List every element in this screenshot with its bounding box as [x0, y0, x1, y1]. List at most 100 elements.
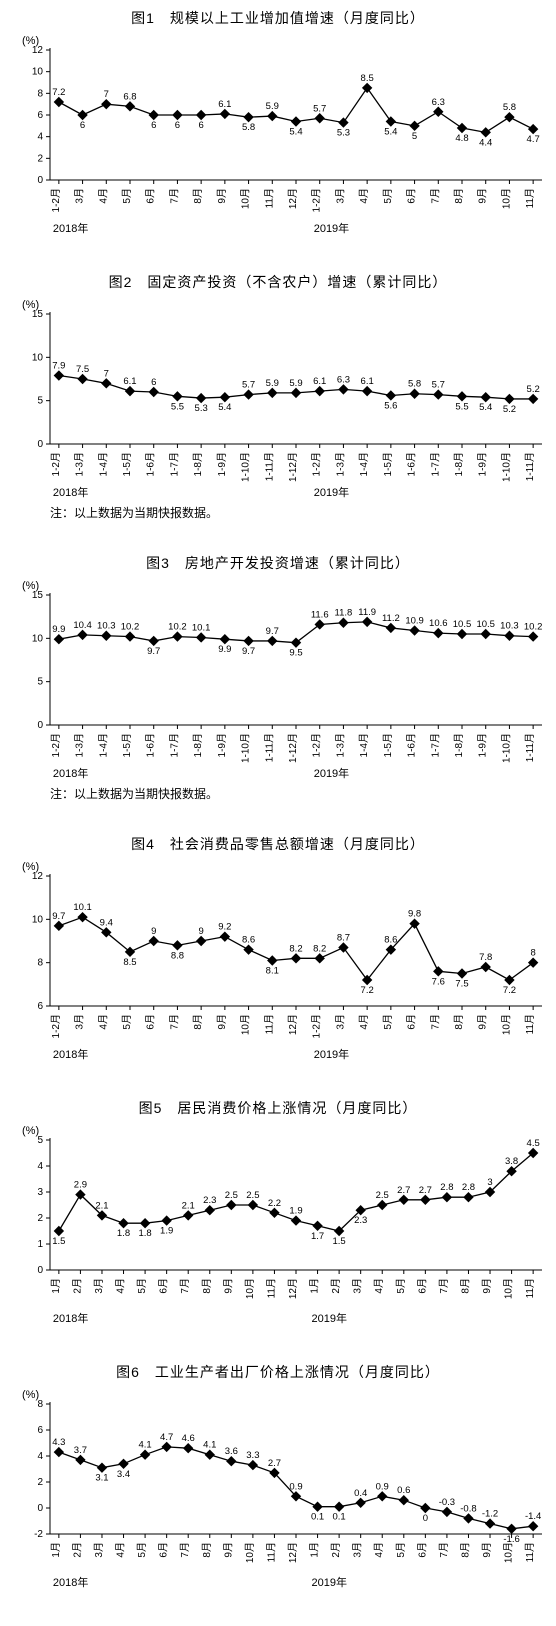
fig5-marker: [442, 1193, 451, 1202]
charts-container: 图1 规模以上工业增加值增速（月度同比）(%)0246810121-2月3月4月…: [4, 4, 552, 1594]
fig3-xticklabel: 1-10月: [240, 733, 252, 763]
fig6-yticklabel: 2: [37, 1477, 43, 1488]
fig1-value-label: 5.8: [242, 122, 255, 133]
fig5-xticklabel: 12月: [287, 1278, 299, 1299]
fig5-yticklabel: 5: [37, 1135, 43, 1146]
fig2-marker: [505, 394, 514, 403]
fig3-title: 图3 房地产开发投资增速（累计同比）: [4, 549, 552, 575]
fig6-value-label: -0.3: [439, 1497, 455, 1508]
fig5-xticklabel: 7月: [438, 1278, 450, 1294]
fig3-value-label: 10.6: [429, 618, 448, 629]
fig3-yticklabel: 0: [37, 720, 43, 731]
fig1-xticklabel: 4月: [358, 188, 370, 204]
fig6-value-label: 4.6: [182, 1433, 195, 1444]
fig2-yticklabel: 0: [37, 439, 43, 450]
fig5-marker: [162, 1216, 171, 1225]
fig1-marker: [505, 113, 514, 122]
fig2-xticklabel: 1-5月: [382, 452, 394, 476]
fig2-xticklabel: 1-3月: [74, 452, 86, 476]
fig1-marker: [78, 111, 87, 120]
fig2-value-label: 5.7: [242, 380, 255, 391]
fig6-xticklabel: 7月: [179, 1542, 191, 1558]
fig3-xticklabel: 1-3月: [74, 733, 86, 757]
fig3-marker: [363, 617, 372, 626]
fig2-value-label: 5.2: [503, 404, 516, 415]
fig6-value-label: 0.1: [333, 1512, 346, 1523]
fig4-marker: [220, 932, 229, 941]
fig2-value-label: 5.8: [408, 379, 421, 390]
fig1-xticklabel: 12月: [287, 188, 299, 209]
fig2-marker: [410, 389, 419, 398]
fig5-value-label: 2.1: [182, 1200, 195, 1211]
fig2-marker: [102, 379, 111, 388]
fig6-value-label: 2.7: [268, 1458, 281, 1469]
fig5-block: 图5 居民消费价格上涨情况（月度同比）(%)0123451月2月3月4月5月6月…: [4, 1094, 552, 1330]
fig6-marker: [442, 1507, 451, 1516]
fig4-marker: [481, 963, 490, 972]
fig6-marker: [335, 1502, 344, 1511]
fig4-yearlabel: 2019年: [314, 1047, 349, 1061]
fig1-xticklabel: 7月: [429, 188, 441, 204]
fig6-xticklabel: 8月: [201, 1542, 213, 1558]
fig5-xticklabel: 8月: [201, 1278, 213, 1294]
fig6-marker: [399, 1496, 408, 1505]
fig2-xticklabel: 1-4月: [97, 452, 109, 476]
fig6-xticklabel: 11月: [265, 1542, 277, 1562]
fig6-value-label: 0.6: [397, 1485, 410, 1496]
fig2-svg: (%)0510151-2月1-3月1-4月1-5月1-6月1-7月1-8月1-9…: [4, 294, 552, 504]
fig2-marker: [197, 394, 206, 403]
fig1-xticklabel: 3月: [334, 188, 346, 204]
fig4-value-label: 9.2: [218, 922, 231, 933]
fig1-value-label: 4.8: [455, 133, 468, 144]
fig4-xticklabel: 1-2月: [311, 1014, 323, 1038]
fig4-marker: [339, 943, 348, 952]
fig3-marker: [268, 636, 277, 645]
fig6-xticklabel: 3月: [93, 1542, 105, 1558]
fig4-value-label: 7.6: [432, 976, 445, 987]
fig3-xticklabel: 1-3月: [334, 733, 346, 757]
fig3-value-label: 10.3: [500, 621, 519, 632]
fig6-xticklabel: 5月: [136, 1542, 148, 1558]
fig3-marker: [386, 623, 395, 632]
fig6-yearlabel: 2019年: [312, 1575, 347, 1589]
fig5-yticklabel: 2: [37, 1213, 43, 1224]
fig5-value-label: 2.7: [419, 1185, 432, 1196]
fig4-value-label: 9.8: [408, 909, 421, 920]
fig1-marker: [220, 109, 229, 118]
fig1-xticklabel: 10月: [500, 188, 512, 209]
fig2-marker: [78, 375, 87, 384]
fig4-marker: [315, 954, 324, 963]
fig3-marker: [410, 626, 419, 635]
fig5-value-label: 3: [487, 1177, 492, 1188]
fig4-value-label: 8.2: [289, 943, 302, 954]
fig5-marker: [248, 1201, 257, 1210]
fig5-value-label: 4.5: [527, 1138, 540, 1149]
fig5-value-label: 1.7: [311, 1231, 324, 1242]
fig1-value-label: 5: [412, 131, 417, 142]
fig1-marker: [434, 107, 443, 116]
fig4-value-label: 9: [198, 926, 203, 937]
fig5-value-label: 2.2: [268, 1198, 281, 1209]
fig6-marker: [205, 1450, 214, 1459]
fig3-xticklabel: 1-10月: [500, 733, 512, 763]
fig1-xticklabel: 7月: [168, 188, 180, 204]
fig6-value-label: -1.2: [482, 1509, 498, 1520]
fig4-xticklabel: 9月: [216, 1014, 228, 1030]
fig5-value-label: 1.8: [117, 1228, 130, 1239]
fig4-yticklabel: 10: [32, 914, 44, 925]
fig6-xticklabel: 7月: [438, 1542, 450, 1558]
fig5-value-label: 2.3: [354, 1215, 367, 1226]
fig1-value-label: 5.3: [337, 128, 350, 139]
fig3-value-label: 9.7: [242, 646, 255, 657]
fig3-xticklabel: 1-9月: [216, 733, 228, 757]
fig6-value-label: 3.6: [225, 1446, 238, 1457]
fig4-xticklabel: 7月: [168, 1014, 180, 1030]
fig4-value-label: 8.6: [384, 935, 397, 946]
fig4-xticklabel: 5月: [121, 1014, 133, 1030]
fig4-value-label: 8.1: [266, 966, 279, 977]
fig2-value-label: 7: [104, 368, 109, 379]
fig5-xticklabel: 6月: [158, 1278, 170, 1294]
fig1-marker: [149, 111, 158, 120]
fig3-yearlabel: 2019年: [314, 766, 349, 780]
fig2-marker: [434, 390, 443, 399]
